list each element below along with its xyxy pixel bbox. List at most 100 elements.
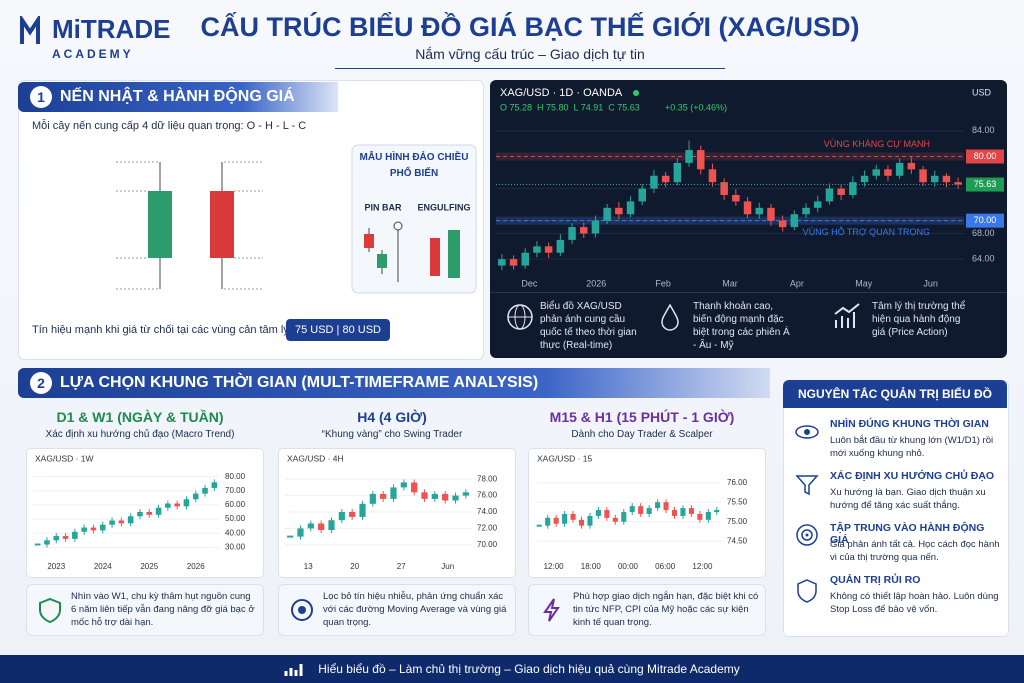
x-tick-label: 2024 [94, 562, 112, 571]
signal-text: Tín hiệu mạnh khi giá từ chối tại các vù… [32, 324, 292, 336]
logo-icon [20, 16, 40, 44]
candle-body [755, 207, 763, 215]
candle-body [359, 503, 366, 517]
candle-body [767, 207, 775, 221]
bear-candle [210, 191, 234, 258]
resistance-badge [966, 149, 1004, 164]
rule-text: Luôn bắt đầu từ khung lớn (W1/D1) rồi mớ… [830, 435, 994, 459]
page-title: CẤU TRÚC BIỂU ĐỒ GIÁ BẠC THẾ GIỚI (XAG/U… [200, 12, 860, 42]
page-subtitle: Nắm vững cấu trúc – Giao dịch tự tin [335, 46, 725, 69]
candle-body [680, 508, 686, 516]
candle-body [705, 512, 711, 520]
rules-title: NGUYÊN TẮC QUẢN TRỊ BIỂU ĐỒ [783, 380, 1007, 408]
note-text: Lọc bỏ tín hiệu nhiễu, phản ứng chuẩn xá… [323, 591, 507, 628]
rule-text: Xu hướng là bạn. Giao dịch thuận xu hướn… [830, 487, 986, 511]
candle-body [685, 150, 693, 163]
x-tick-label: 06:00 [655, 562, 676, 571]
last-price-badge [966, 177, 1004, 192]
candle-body [328, 520, 335, 531]
guide-lines [116, 161, 263, 290]
candle-body [638, 188, 646, 202]
main-chart: XAG/USD · 1D · OANDA O 75.28 H 75.80 L 74… [496, 87, 1004, 288]
candle-body [544, 246, 553, 253]
candle-body [673, 162, 682, 183]
y-tick-label: 70.00 [477, 540, 498, 549]
section-number: 2 [30, 372, 52, 394]
logo-sub: ACADEMY [52, 47, 134, 61]
globe-icon [507, 304, 533, 330]
note-box: Lọc bỏ tín hiệu nhiễu, phản ứng chuẩn xá… [278, 584, 516, 636]
candle-body [349, 512, 356, 517]
candle-body [615, 207, 623, 215]
candle-body [509, 259, 518, 266]
candle-body [127, 516, 134, 524]
y-tick-label: 78.00 [477, 474, 498, 483]
y-tick-label: 70.00 [225, 486, 246, 495]
candle-body [498, 259, 506, 266]
candle-body [390, 487, 397, 499]
candle-body [714, 510, 720, 512]
candle-body [860, 175, 869, 183]
candle-body [688, 508, 694, 514]
candle-body [697, 150, 705, 170]
support-badge [966, 213, 1004, 228]
candle-body [165, 503, 171, 508]
x-tick-label: 20 [350, 562, 359, 571]
candle-body [81, 527, 87, 532]
candle-body [192, 493, 199, 500]
x-tick-label: 2026 [586, 278, 606, 288]
y-tick-label: 80.00 [225, 472, 246, 481]
candle-body [884, 169, 892, 176]
candle-body [72, 531, 78, 539]
candle-body [837, 188, 845, 195]
timeframe-chart: XAG/USD · 15 74.50 75.00 75.50 76.00 12:00 18:… [535, 453, 748, 571]
candle-body [931, 175, 939, 183]
footer: Hiểu biểu đồ – Làm chủ thị trường – Giao… [0, 655, 1024, 683]
candle-body [400, 482, 407, 488]
y-tick-label: 75.00 [727, 517, 748, 526]
candle-body [638, 506, 644, 514]
candle-body [825, 188, 834, 202]
candle-body [431, 493, 438, 499]
y-tick-label: 72.00 [477, 524, 498, 533]
logo: MiTRADE [52, 14, 171, 44]
candle-body [661, 175, 670, 183]
rule-text: Không có thiết lập hoàn hảo. Luôn dùng S… [830, 591, 999, 615]
candle-body [621, 512, 627, 522]
y-tick-label: 68.00 [972, 228, 995, 238]
y-tick-label: 74.00 [477, 507, 498, 516]
y-tick-label: 50.00 [225, 514, 246, 523]
resistance-label: VÙNG KHÁNG CỰ MẠNH [824, 139, 930, 149]
candle-body [587, 515, 593, 526]
candle-body [591, 220, 600, 234]
currency: USD [972, 87, 992, 97]
candle-body [708, 169, 717, 183]
candle-body [462, 492, 469, 496]
section-title: NẾN NHẬT & HÀNH ĐỘNG GIÁ [60, 88, 295, 105]
x-tick-label: 2025 [140, 562, 158, 571]
x-tick-label: 12:00 [692, 562, 713, 571]
y-tick-label: 76.00 [477, 491, 498, 500]
candle-body [743, 201, 752, 215]
candle-body [570, 513, 576, 520]
candle-body [802, 207, 810, 215]
candle-body [99, 524, 106, 531]
feature: Tâm lý thị trường thể hiện qua hành động… [872, 301, 966, 338]
candle-body [919, 169, 927, 183]
y-tick-label: 64.00 [972, 254, 995, 264]
candle-body [778, 220, 787, 228]
x-tick-label: 2023 [47, 562, 65, 571]
candle-body [421, 492, 428, 499]
drop-icon [661, 303, 679, 331]
candle-body [697, 513, 703, 520]
candle-body [411, 482, 418, 493]
candle-body [650, 175, 658, 189]
y-tick-label: 75.50 [727, 497, 748, 506]
candle-body [211, 482, 218, 488]
resistance-value: 80.00 [974, 151, 997, 161]
rule-text: Giá phản ánh tất cả. Học cách đọc hành v… [830, 539, 1000, 563]
candle-body [183, 499, 190, 507]
rule-icons [795, 425, 819, 603]
candle-body [338, 512, 345, 521]
candle-body [44, 540, 50, 545]
